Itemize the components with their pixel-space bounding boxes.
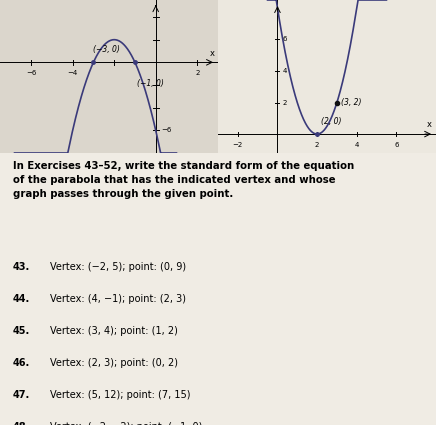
Text: 2: 2 bbox=[283, 99, 287, 105]
Text: Vertex: (3, 4); point: (1, 2): Vertex: (3, 4); point: (1, 2) bbox=[50, 326, 178, 336]
Text: 48.: 48. bbox=[13, 422, 31, 425]
Text: (3, 2): (3, 2) bbox=[341, 98, 361, 107]
Text: 6: 6 bbox=[283, 37, 287, 42]
Text: Vertex: (−2, 5); point: (0, 9): Vertex: (−2, 5); point: (0, 9) bbox=[50, 262, 186, 272]
Text: Vertex: (4, −1); point: (2, 3): Vertex: (4, −1); point: (2, 3) bbox=[50, 294, 186, 304]
Text: (−3, 0): (−3, 0) bbox=[93, 45, 120, 54]
Text: 46.: 46. bbox=[13, 358, 31, 368]
Text: In Exercises 43–52, write the standard form of the equation
of the parabola that: In Exercises 43–52, write the standard f… bbox=[13, 161, 354, 199]
Text: −4: −4 bbox=[68, 70, 78, 76]
Text: 2: 2 bbox=[195, 70, 199, 76]
Text: 45.: 45. bbox=[13, 326, 31, 336]
Text: −2: −2 bbox=[233, 142, 243, 148]
Text: Vertex: (5, 12); point: (7, 15): Vertex: (5, 12); point: (7, 15) bbox=[50, 390, 191, 400]
Text: Vertex: (−2, −2); point: (−1, 0): Vertex: (−2, −2); point: (−1, 0) bbox=[50, 422, 202, 425]
Text: 47.: 47. bbox=[13, 390, 31, 400]
Text: 2: 2 bbox=[315, 142, 319, 148]
Text: −6: −6 bbox=[26, 70, 36, 76]
Text: 4: 4 bbox=[283, 68, 287, 74]
Text: (2, 0): (2, 0) bbox=[321, 117, 341, 126]
Text: 44.: 44. bbox=[13, 294, 31, 304]
Text: −6: −6 bbox=[161, 128, 171, 133]
Text: Vertex: (2, 3); point: (0, 2): Vertex: (2, 3); point: (0, 2) bbox=[50, 358, 178, 368]
Text: x: x bbox=[427, 120, 432, 129]
Text: 4: 4 bbox=[354, 142, 359, 148]
Text: (−1, 0): (−1, 0) bbox=[137, 79, 164, 88]
Text: 6: 6 bbox=[394, 142, 399, 148]
Text: 43.: 43. bbox=[13, 262, 31, 272]
Text: x: x bbox=[210, 49, 215, 58]
